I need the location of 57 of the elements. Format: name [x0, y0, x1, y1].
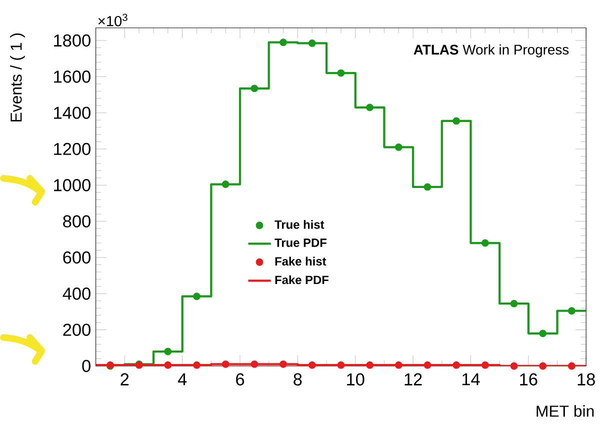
- legend-label: True hist: [274, 220, 324, 229]
- point: [222, 360, 230, 368]
- point: [424, 183, 432, 191]
- point: [539, 330, 547, 338]
- y-tick-label: 1600: [54, 70, 90, 83]
- x-tick-label: 12: [404, 373, 422, 386]
- point: [193, 292, 200, 300]
- point: [308, 40, 316, 48]
- x-tick-label: 16: [520, 373, 538, 386]
- point: [337, 362, 345, 369]
- text: ×10$^{3}$: [98, 14, 128, 26]
- point: [280, 38, 287, 46]
- point: [424, 362, 432, 369]
- point: [337, 70, 345, 77]
- y-axis-title: Events / ( 1 ): [10, 34, 25, 122]
- point: [510, 362, 518, 370]
- x-tick-label: 10: [347, 373, 364, 386]
- y-tick-label: 800: [63, 215, 90, 228]
- point: [452, 362, 460, 369]
- point: [394, 144, 402, 152]
- point: [481, 239, 489, 247]
- point: [250, 84, 258, 92]
- y-tick-label: 0: [82, 360, 90, 372]
- point: [308, 362, 316, 369]
- point: [481, 362, 489, 369]
- point: [394, 362, 402, 369]
- point: [250, 360, 258, 368]
- x-tick-label: 18: [578, 373, 595, 386]
- legend-label: Fake PDF: [275, 276, 328, 284]
- point: [366, 362, 374, 369]
- y-tick-label: 1000: [54, 179, 90, 192]
- point: [366, 104, 374, 112]
- point: [164, 348, 172, 356]
- point: [539, 362, 547, 370]
- annotation: ATLAS Work in Progress: [414, 44, 569, 58]
- point: [568, 307, 576, 315]
- point: [452, 117, 460, 125]
- y-tick-label: 1200: [54, 143, 90, 156]
- y-tick-label: 200: [63, 324, 90, 336]
- y-tick-label: 1800: [54, 34, 90, 47]
- point: [280, 360, 287, 368]
- x-tick-label: 8: [294, 373, 302, 386]
- point: [222, 180, 230, 188]
- legend-label: Fake hist: [275, 256, 326, 266]
- legend-label: True PDF: [274, 238, 326, 248]
- point: [164, 362, 172, 369]
- x-tick-label: 2: [120, 373, 129, 386]
- y-tick-label: 1400: [54, 106, 90, 120]
- x-axis-title: MET bin: [536, 405, 594, 417]
- x-tick-label: 14: [462, 373, 480, 386]
- point: [193, 362, 200, 369]
- point: [510, 300, 518, 308]
- point: [568, 362, 576, 370]
- x-tick-label: 6: [236, 373, 244, 386]
- y-tick-label: 400: [62, 288, 90, 300]
- y-tick-label: 600: [63, 252, 90, 264]
- x-tick-label: 4: [178, 373, 187, 386]
